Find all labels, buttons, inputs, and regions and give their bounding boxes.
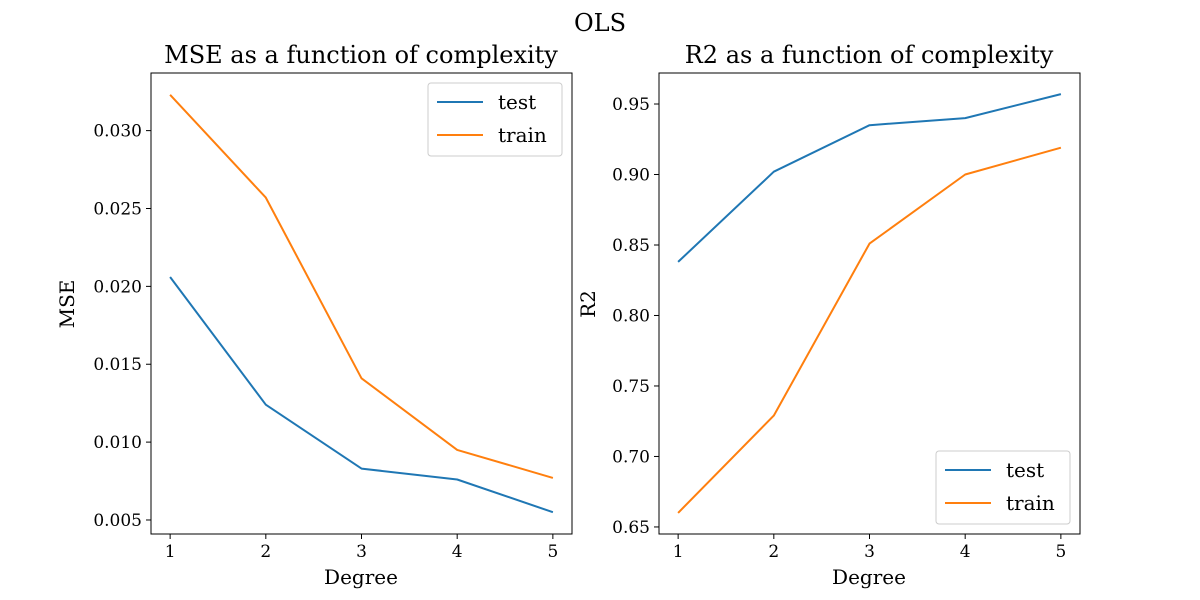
r2-y-tick-label: 0.70 xyxy=(612,447,650,467)
mse-y-tick-label: 0.020 xyxy=(93,277,142,297)
figure-suptitle: OLS xyxy=(574,9,626,37)
mse-y-tick-label: 0.030 xyxy=(93,122,142,142)
mse-x-tick-label: 3 xyxy=(356,542,367,562)
r2-x-tick-label: 3 xyxy=(864,542,875,562)
r2-x-tick-label: 4 xyxy=(960,542,971,562)
r2-x-tick-label: 1 xyxy=(673,542,684,562)
mse-x-tick-label: 4 xyxy=(452,542,463,562)
r2-x-tick-label: 2 xyxy=(768,542,779,562)
r2-x-axis-label: Degree xyxy=(832,565,906,589)
r2-legend-test-label: test xyxy=(1006,458,1044,482)
r2-y-tick-label: 0.95 xyxy=(612,95,650,115)
r2-legend: test train xyxy=(935,450,1071,525)
mse-chart-title: MSE as a function of complexity xyxy=(164,41,558,69)
mse-y-tick-label: 0.015 xyxy=(93,355,142,375)
mse-x-axis-label: Degree xyxy=(324,565,398,589)
r2-legend-train-label: train xyxy=(1006,491,1055,515)
r2-y-axis-label: R2 xyxy=(576,290,600,318)
mse-legend-test-label: test xyxy=(498,90,536,114)
mse-legend: test train xyxy=(427,82,563,157)
mse-y-tick-label: 0.005 xyxy=(93,511,142,531)
r2-y-tick-label: 0.80 xyxy=(612,306,650,326)
r2-chart-title: R2 as a function of complexity xyxy=(685,41,1054,69)
mse-train-line xyxy=(169,94,554,479)
r2-y-tick-label: 0.65 xyxy=(612,518,650,538)
r2-y-tick-label: 0.85 xyxy=(612,236,650,256)
r2-y-tick-label: 0.75 xyxy=(612,377,650,397)
r2-train-line xyxy=(677,146,1062,514)
mse-x-tick-label: 2 xyxy=(260,542,271,562)
r2-test-line xyxy=(677,93,1062,263)
mse-test-line xyxy=(169,276,554,514)
mse-chart-panel: MSE as a function of complexity Degree M… xyxy=(55,41,573,589)
mse-y-tick-label: 0.025 xyxy=(93,199,142,219)
r2-chart-panel: R2 as a function of complexity Degree R2… xyxy=(576,41,1081,589)
mse-x-tick-label: 1 xyxy=(165,542,176,562)
r2-x-tick-label: 5 xyxy=(1055,542,1066,562)
mse-x-tick-label: 5 xyxy=(547,542,558,562)
mse-y-axis-label: MSE xyxy=(55,280,79,329)
mse-y-tick-label: 0.010 xyxy=(93,433,142,453)
r2-y-tick-label: 0.90 xyxy=(612,166,650,186)
mse-legend-train-label: train xyxy=(498,123,547,147)
